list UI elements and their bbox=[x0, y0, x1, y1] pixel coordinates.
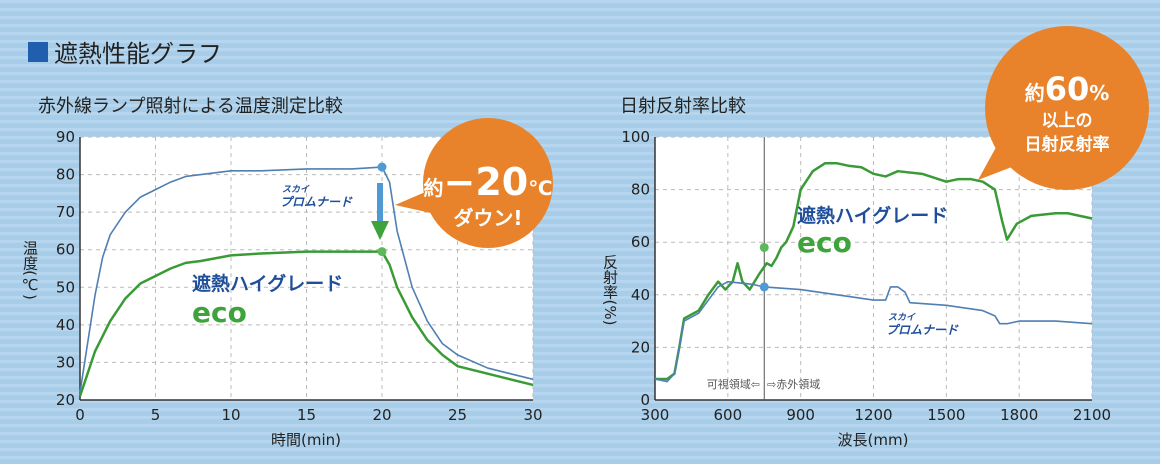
title-square-icon bbox=[28, 42, 48, 62]
x-axis-label: 時間(min) bbox=[271, 431, 341, 449]
eco-label: eco bbox=[192, 296, 247, 329]
series-line-sky-promenade bbox=[79, 166, 534, 393]
callout-line2: ダウン! bbox=[453, 206, 522, 230]
series-line-eco bbox=[655, 162, 1093, 381]
y-axis-label: 温度(℃) bbox=[21, 240, 39, 300]
x-tick-label: 600 bbox=[714, 406, 743, 424]
x-tick-label: 25 bbox=[448, 406, 467, 424]
callout-reflectance: 約60% 以上の 日射反射率 bbox=[978, 26, 1149, 190]
brand-label-sky-promenade: プロムナード bbox=[886, 323, 959, 337]
y-tick-label: 0 bbox=[640, 391, 650, 409]
callout-temperature-drop: 約−20℃ ダウン! bbox=[395, 118, 553, 248]
x-tick-label: 300 bbox=[641, 406, 670, 424]
data-point-marker bbox=[759, 242, 769, 252]
y-tick-label: 20 bbox=[56, 391, 75, 409]
down-arrow-icon bbox=[371, 221, 389, 240]
data-point-marker bbox=[377, 162, 387, 172]
brand-label-top: スカイ bbox=[888, 312, 916, 323]
y-tick-label: 20 bbox=[631, 338, 650, 356]
reflectance-chart: 日射反射率比較 波長(mm) 反射率(%) 300 600 900 1200 1500 1… bbox=[601, 26, 1149, 449]
callout-unit: ℃ bbox=[528, 176, 552, 200]
eco-product-name: 遮熱ハイグレード bbox=[797, 204, 948, 227]
callout-line3: 日射反射率 bbox=[1025, 134, 1110, 155]
x-axis-label: 波長(mm) bbox=[838, 431, 909, 449]
y-tick-label: 80 bbox=[56, 166, 75, 184]
chart-title: 日射反射率比較 bbox=[620, 96, 746, 117]
data-point-marker bbox=[759, 282, 769, 292]
y-tick-label: 50 bbox=[56, 278, 75, 296]
x-tick-label: 900 bbox=[786, 406, 815, 424]
x-tick-label: 1500 bbox=[927, 406, 965, 424]
callout-value: −20 bbox=[444, 160, 529, 204]
data-point-marker bbox=[377, 247, 387, 257]
x-tick-label: 15 bbox=[297, 406, 316, 424]
temperature-chart: 赤外線ランプ照射による温度測定比較 時間(min) 温度(℃) 0 5 10 15 20… bbox=[21, 96, 553, 449]
x-tick-label: 0 bbox=[75, 406, 85, 424]
y-tick-label: 90 bbox=[56, 128, 75, 146]
callout-prefix: 約 bbox=[1025, 81, 1045, 105]
x-tick-label: 1200 bbox=[854, 406, 892, 424]
eco-label: eco bbox=[797, 226, 852, 259]
y-tick-label: 70 bbox=[56, 203, 75, 221]
y-axis-label: 反射率(%) bbox=[601, 255, 619, 326]
x-tick-label: 5 bbox=[151, 406, 161, 424]
svg-text:約−20℃: 約−20℃ bbox=[424, 160, 553, 204]
x-tick-label: 1800 bbox=[1000, 406, 1038, 424]
drop-arrow-shaft bbox=[377, 183, 383, 221]
series-line-sky-promenade bbox=[654, 280, 1093, 383]
callout-prefix: 約 bbox=[424, 176, 444, 200]
x-tick-label: 2100 bbox=[1073, 406, 1111, 424]
y-tick-label: 80 bbox=[631, 181, 650, 199]
y-tick-label: 40 bbox=[631, 286, 650, 304]
callout-unit: % bbox=[1089, 81, 1109, 105]
callout-line2: 以上の bbox=[1042, 111, 1093, 131]
chart-title: 赤外線ランプ照射による温度測定比較 bbox=[38, 96, 343, 117]
y-tick-label: 100 bbox=[621, 128, 650, 146]
y-tick-label: 60 bbox=[631, 233, 650, 251]
x-tick-label: 30 bbox=[523, 406, 542, 424]
x-tick-label: 20 bbox=[372, 406, 391, 424]
region-label-visible: 可視領域⇦ bbox=[707, 377, 760, 391]
eco-product-name: 遮熱ハイグレード bbox=[192, 272, 343, 295]
svg-text:約60%: 約60% bbox=[1025, 70, 1110, 108]
y-tick-label: 60 bbox=[56, 241, 75, 259]
brand-label-top: スカイ bbox=[282, 184, 310, 195]
y-tick-label: 30 bbox=[56, 353, 75, 371]
x-tick-label: 10 bbox=[221, 406, 240, 424]
callout-value: 60 bbox=[1045, 70, 1090, 108]
series-line-eco bbox=[78, 250, 534, 397]
region-label-infrared: ⇨赤外領域 bbox=[767, 377, 820, 391]
y-tick-label: 40 bbox=[56, 316, 75, 334]
brand-label-sky-promenade: プロムナード bbox=[280, 195, 353, 209]
page-title: 遮熱性能グラフ bbox=[54, 40, 222, 68]
